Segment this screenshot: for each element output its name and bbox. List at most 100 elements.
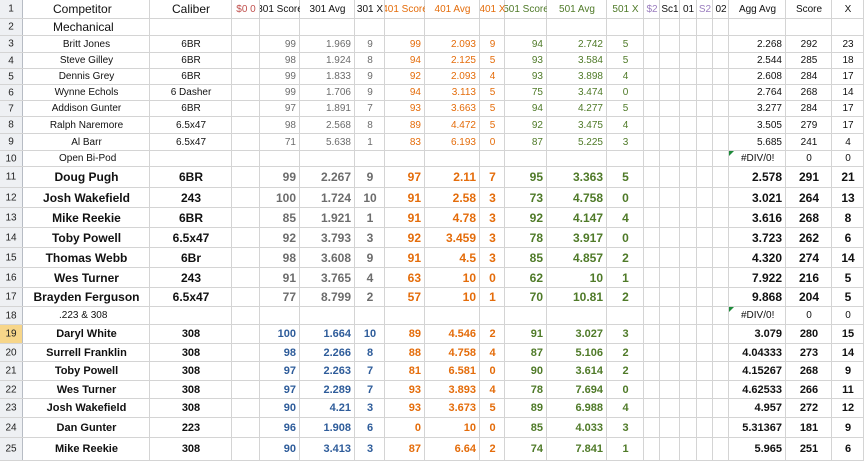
cell-cal[interactable]: 243 (180, 270, 202, 285)
cell-a501[interactable]: 7.694 (575, 383, 603, 396)
cell-a301[interactable]: 1.891 (325, 103, 351, 114)
row-header[interactable]: 7 (0, 101, 23, 116)
cell-s401[interactable]: 94 (409, 87, 421, 98)
row-header[interactable]: 8 (0, 117, 23, 133)
cell-x401[interactable]: 5 (489, 402, 496, 414)
cell-x[interactable]: 14 (842, 87, 854, 98)
cell-x501[interactable]: 4 (622, 119, 629, 131)
cell-name[interactable]: Dan Gunter (56, 421, 117, 434)
cell-x401[interactable]: 4 (489, 346, 496, 359)
cell-agg[interactable]: 2.578 (751, 170, 782, 184)
table-row[interactable]: 24 Dan Gunter 223 96 1.908 6 0 10 0 85 4.033 3 5.313… (0, 418, 864, 438)
cell-x401[interactable]: 0 (489, 270, 496, 285)
cell-s301[interactable]: 91 (282, 270, 296, 285)
cell-x501[interactable]: 0 (622, 230, 629, 245)
cell-agg[interactable]: 4.320 (751, 250, 782, 265)
cell-agg[interactable]: 5.31367 (742, 421, 782, 434)
cell-x501[interactable]: 5 (622, 38, 629, 50)
cell-a401[interactable]: 3.113 (451, 87, 476, 98)
row-header[interactable]: 20 (0, 344, 23, 361)
row-header[interactable]: 18 (0, 307, 23, 324)
cell-s401[interactable]: 91 (407, 210, 421, 225)
cell-a501[interactable]: 4.147 (572, 210, 603, 225)
cell-s301[interactable]: 100 (277, 328, 296, 340)
cell-x301[interactable]: 9 (366, 250, 374, 265)
cell-x[interactable]: 17 (842, 119, 854, 131)
table-row[interactable]: 15 Thomas Webb 6Br 98 3.608 9 91 4.5 3 85 4.857 2 4.… (0, 248, 864, 268)
cell-x501[interactable]: 2 (622, 365, 629, 377)
cell-name[interactable]: Brayden Ferguson (33, 290, 140, 304)
cell-x401[interactable]: 4 (489, 383, 496, 396)
table-row[interactable]: 13 Mike Reekie 6BR 85 1.921 1 91 4.78 3 92 4.147 4 3… (0, 208, 864, 228)
cell-x[interactable]: 5 (844, 290, 852, 304)
section-label[interactable]: Open Bi-Pod (59, 153, 117, 164)
cell-agg[interactable]: 3.021 (751, 190, 782, 205)
cell-a301[interactable]: 2.267 (320, 170, 351, 184)
cell-x301[interactable]: 8 (367, 55, 373, 66)
cell-x[interactable]: 5 (844, 270, 852, 285)
cell-x501[interactable]: 3 (622, 136, 629, 148)
cell-a501[interactable]: 3.475 (577, 119, 603, 131)
cell-agg[interactable]: 5.965 (754, 443, 782, 455)
cell-agg[interactable]: 2.268 (756, 38, 782, 50)
cell-s501[interactable]: 87 (530, 346, 543, 359)
cell-x[interactable]: 9 (844, 421, 852, 434)
cell-x301[interactable]: 1 (366, 210, 374, 225)
cell-score[interactable]: 272 (799, 402, 819, 414)
cell-x301[interactable]: 3 (366, 230, 374, 245)
cell-x401[interactable]: 5 (489, 103, 496, 114)
cell-x401[interactable]: 4 (489, 71, 496, 82)
row-header[interactable]: 10 (0, 151, 23, 166)
cell-s301[interactable]: 98 (284, 119, 296, 131)
cell-x401[interactable]: 9 (489, 38, 496, 50)
table-row[interactable]: 3 Britt Jones 6BR 99 1.969 9 99 2.093 9 94 2.742 5 2… (0, 36, 864, 53)
row-header[interactable]: 22 (0, 381, 23, 398)
cell-score[interactable]: 264 (798, 190, 820, 205)
cell-x301[interactable]: 7 (367, 103, 373, 114)
row-header[interactable]: 1 (0, 0, 23, 18)
cell-x301[interactable]: 8 (367, 119, 373, 131)
cell-a301[interactable]: 1.706 (325, 87, 351, 98)
cell-s501[interactable]: 78 (530, 383, 543, 396)
cell-s301[interactable]: 97 (283, 383, 296, 396)
column-header-s401[interactable]: 401 Score (385, 3, 425, 15)
cell-x301[interactable]: 8 (366, 346, 374, 359)
cell-x301[interactable]: 9 (366, 170, 374, 184)
row-header[interactable]: 19 (0, 325, 23, 343)
cell-agg[interactable]: 3.277 (756, 103, 782, 114)
cell-a501[interactable]: 3.363 (572, 170, 603, 184)
cell-x501[interactable]: 0 (622, 190, 629, 205)
cell-s401[interactable]: 0 (414, 421, 421, 434)
cell-score[interactable]: 285 (800, 55, 818, 66)
cell-a501[interactable]: 7.841 (575, 443, 603, 455)
row-header[interactable]: 17 (0, 288, 23, 306)
cell-x401[interactable]: 1 (489, 290, 496, 304)
column-header-z1[interactable]: $2 (646, 3, 658, 15)
cell-agg[interactable]: 4.62533 (742, 383, 782, 396)
cell-s301[interactable]: 98 (284, 55, 296, 66)
cell-score[interactable]: 268 (799, 365, 819, 377)
cell-a501[interactable]: 5.106 (575, 346, 603, 359)
cell-x401[interactable]: 5 (489, 87, 496, 98)
cell-cal[interactable]: 6.5x47 (172, 290, 210, 304)
cell-x[interactable]: 14 (841, 250, 855, 265)
cell-x[interactable]: 14 (841, 346, 855, 359)
cell-cal[interactable]: 6BR (178, 210, 203, 225)
row-header[interactable]: 12 (0, 188, 23, 207)
cell-s401[interactable]: 92 (407, 230, 421, 245)
cell-cal[interactable]: 308 (181, 402, 201, 414)
cell-agg[interactable]: 4.04333 (742, 346, 782, 359)
cell-a301[interactable]: 2.266 (323, 346, 351, 359)
cell-x301[interactable]: 7 (366, 383, 374, 396)
cell-s401[interactable]: 93 (408, 383, 421, 396)
cell-agg[interactable]: #DIV/0! (729, 307, 786, 324)
cell-x[interactable]: 15 (841, 328, 855, 340)
cell-score[interactable]: 284 (800, 71, 818, 82)
cell-cal[interactable]: 6BR (178, 170, 203, 184)
table-row[interactable]: 23 Josh Wakefield 308 90 4.21 3 93 3.673 5 89 6.98… (0, 399, 864, 418)
cell-a301[interactable]: 3.765 (320, 270, 351, 285)
cell-name[interactable]: Daryl White (56, 328, 117, 340)
cell-score[interactable]: 0 (806, 310, 812, 321)
table-row[interactable]: 22 Wes Turner 308 97 2.289 7 93 3.893 4 78 7.694 0 4… (0, 381, 864, 399)
